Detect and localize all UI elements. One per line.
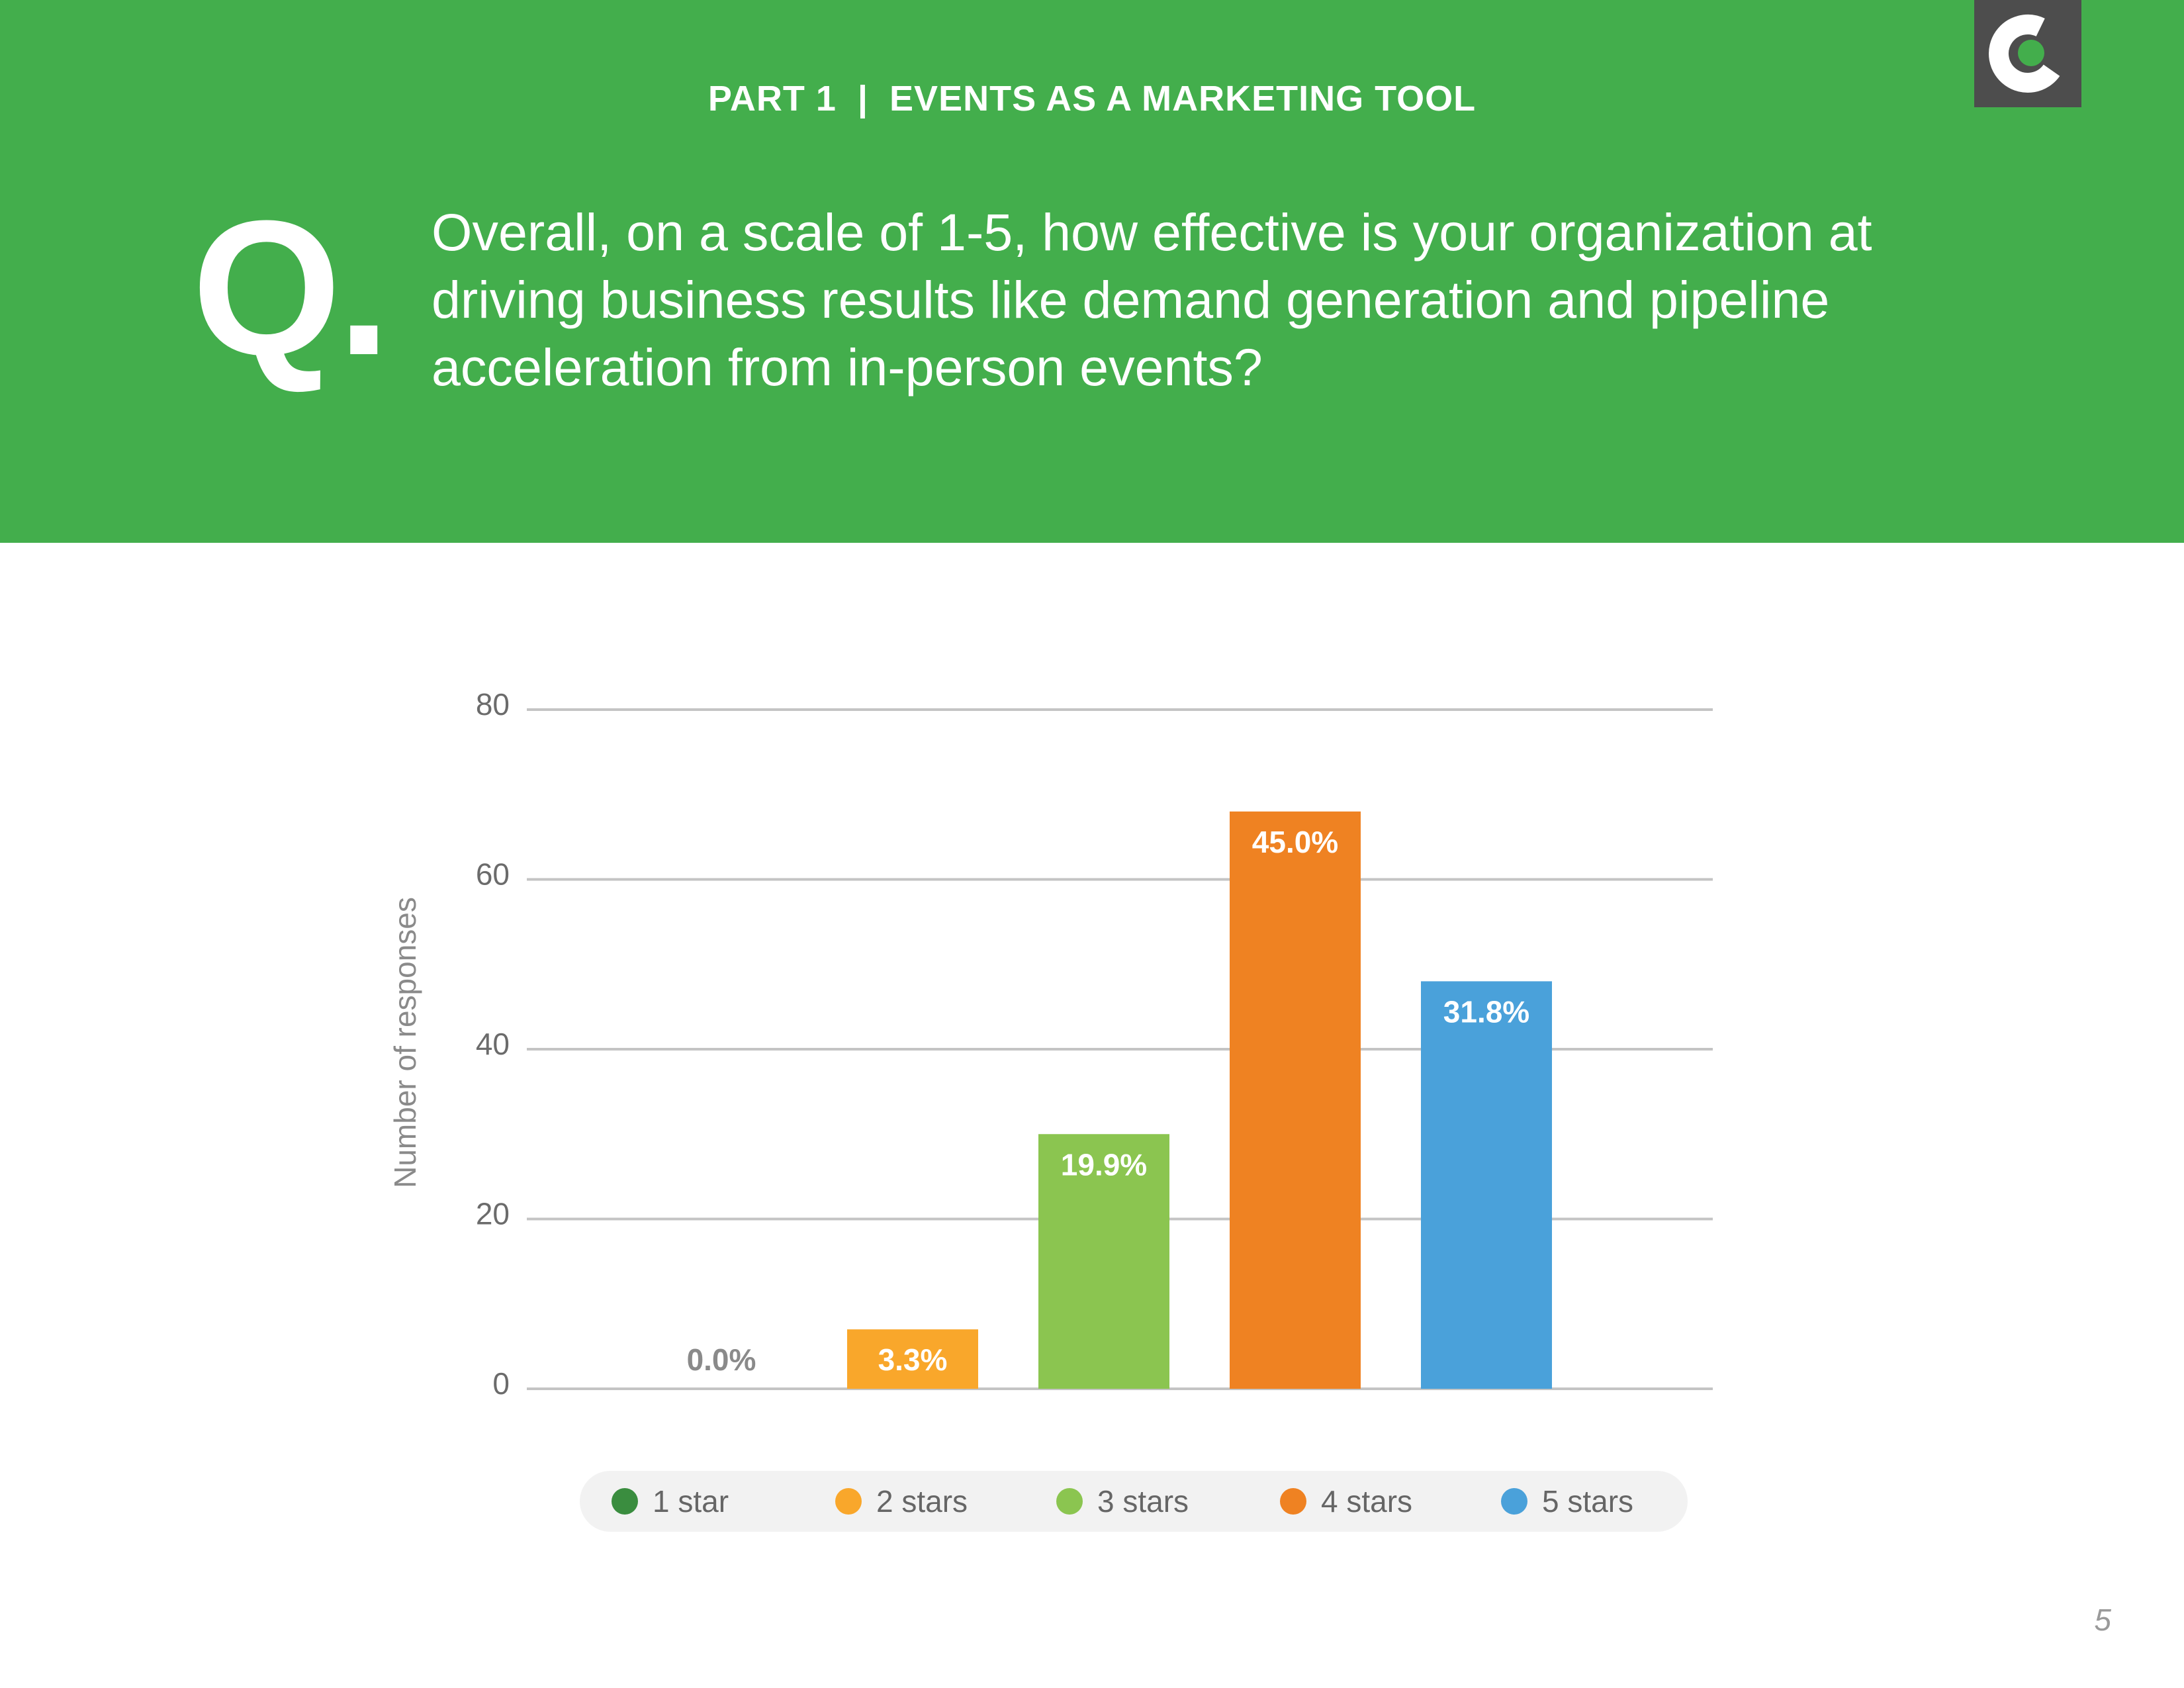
legend-dot-icon	[1280, 1488, 1306, 1515]
header-banner: PART 1 | EVENTS AS A MARKETING TOOL Q. O…	[0, 0, 2184, 543]
bar-5	[1421, 981, 1552, 1389]
question-mark-label: Q.	[192, 181, 390, 395]
legend-item-3: 3 stars	[1056, 1471, 1189, 1532]
logo-mark-icon	[1989, 15, 2067, 93]
section-title: PART 1 | EVENTS AS A MARKETING TOOL	[707, 79, 1477, 118]
legend-item-4: 4 stars	[1280, 1471, 1412, 1532]
legend-item-1: 1 star	[612, 1471, 729, 1532]
chart-data-labels: 0.0% 3.3% 19.9% 45.0% 31.8%	[687, 825, 1530, 1377]
legend-label: 1 star	[653, 1484, 729, 1519]
legend-item-2: 2 stars	[835, 1471, 968, 1532]
y-tick-label: 60	[476, 857, 510, 892]
legend-dot-icon	[612, 1488, 638, 1515]
legend-label: 2 stars	[876, 1484, 968, 1519]
bar-2	[847, 1329, 978, 1389]
data-label-4: 45.0%	[1252, 825, 1338, 859]
legend-label: 5 stars	[1542, 1484, 1634, 1519]
legend-label: 3 stars	[1097, 1484, 1189, 1519]
legend-dot-icon	[835, 1488, 862, 1515]
page-number: 5	[2094, 1603, 2111, 1637]
y-axis-label: Number of responses	[388, 897, 422, 1188]
y-axis-ticks: 0 20 40 60 80	[476, 687, 510, 1401]
y-tick-label: 40	[476, 1027, 510, 1061]
y-tick-label: 0	[492, 1366, 510, 1401]
data-label-5: 31.8%	[1443, 994, 1529, 1029]
brand-logo	[1974, 0, 2081, 107]
data-label-1: 0.0%	[687, 1342, 756, 1377]
question-text: Overall, on a scale of 1-5, how effectiv…	[432, 203, 1872, 397]
y-tick-label: 20	[476, 1197, 510, 1231]
bar-4	[1230, 811, 1361, 1389]
legend-dot-icon	[1501, 1488, 1527, 1515]
chart-bars	[847, 811, 1552, 1389]
legend-dot-icon	[1056, 1488, 1083, 1515]
bar-3	[1038, 1134, 1169, 1389]
data-label-2: 3.3%	[878, 1342, 948, 1377]
data-label-3: 19.9%	[1061, 1147, 1147, 1182]
legend-label: 4 stars	[1321, 1484, 1413, 1519]
y-tick-label: 80	[476, 687, 510, 722]
chart-legend: 1 star 2 stars 3 stars 4 stars 5 stars	[580, 1471, 1688, 1532]
legend-item-5: 5 stars	[1501, 1471, 1633, 1532]
